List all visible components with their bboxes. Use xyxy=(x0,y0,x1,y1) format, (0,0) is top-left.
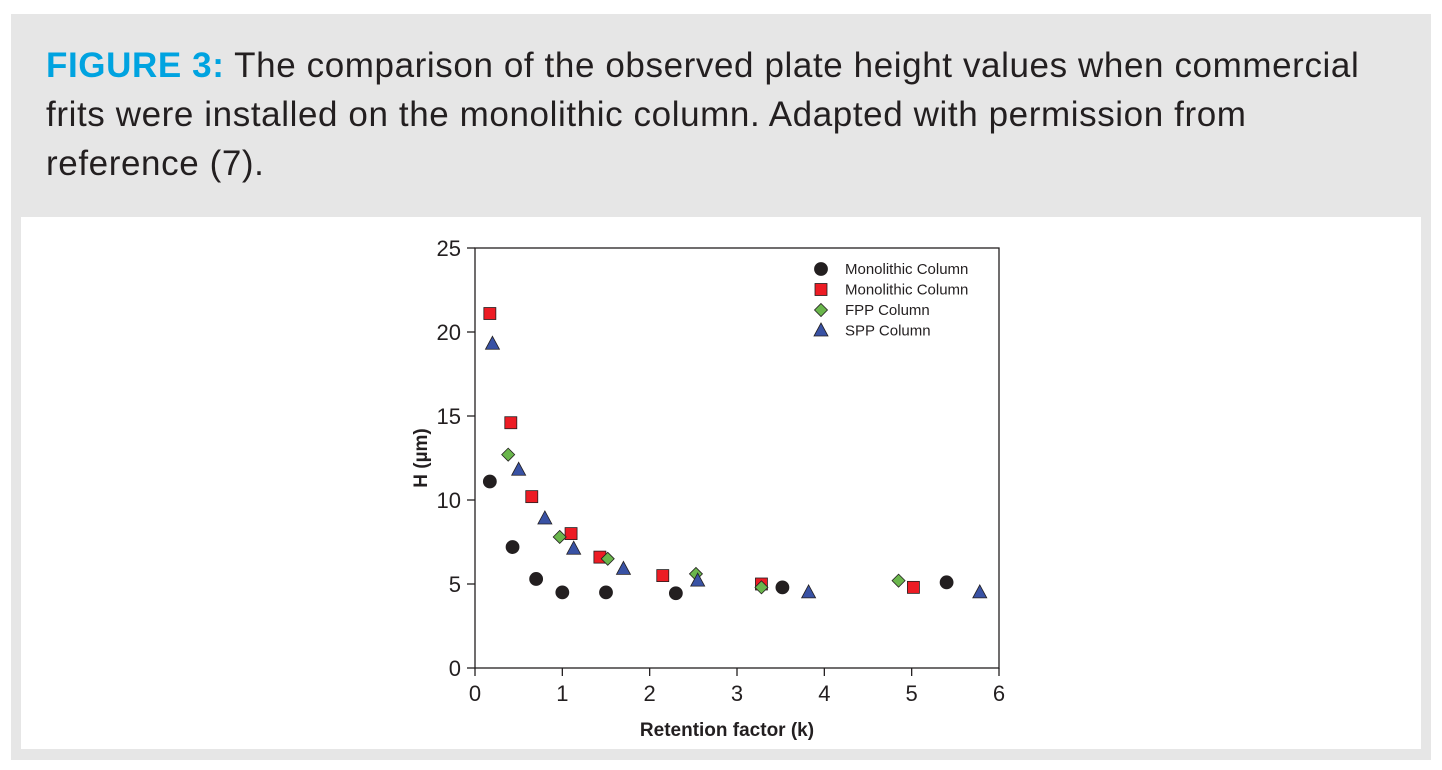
data-point-circle xyxy=(775,580,790,595)
y-tick-label: 25 xyxy=(437,236,461,261)
data-point-triangle xyxy=(690,572,706,587)
data-point-circle xyxy=(505,540,520,554)
y-tick-label: 5 xyxy=(449,572,461,597)
legend-label: FPP Column xyxy=(845,302,930,319)
data-point-square xyxy=(907,580,920,594)
data-point-square xyxy=(483,307,497,320)
x-tick-label: 1 xyxy=(556,681,568,706)
data-point-diamond xyxy=(754,580,769,595)
data-point-diamond xyxy=(501,447,516,462)
y-tick-label: 10 xyxy=(437,488,461,513)
data-point-circle xyxy=(939,575,954,590)
data-point-diamond xyxy=(552,529,567,545)
data-point-square xyxy=(564,527,578,541)
figure-caption: FIGURE 3: The comparison of the observed… xyxy=(46,41,1386,188)
data-points xyxy=(482,307,988,601)
data-point-square xyxy=(656,569,670,583)
data-point-circle xyxy=(599,585,613,600)
legend-label: SPP Column xyxy=(845,323,931,340)
data-point-circle xyxy=(668,586,683,601)
figure-label: FIGURE 3: xyxy=(46,46,225,85)
y-tick-label: 20 xyxy=(437,320,461,345)
data-point-triangle xyxy=(566,540,582,555)
legend-label: Monolithic Column xyxy=(845,261,968,278)
legend-marker-triangle xyxy=(813,322,829,337)
data-point-circle xyxy=(555,585,570,600)
y-axis-title: H (µm) xyxy=(411,428,432,488)
data-point-square xyxy=(504,416,518,430)
x-tick-label: 4 xyxy=(818,681,830,706)
legend-label: Monolithic Column xyxy=(845,282,968,299)
data-point-square xyxy=(525,490,539,504)
x-tick-label: 5 xyxy=(906,681,918,706)
x-tick-label: 6 xyxy=(993,681,1005,706)
data-point-triangle xyxy=(510,461,527,476)
data-point-triangle xyxy=(972,584,988,599)
x-tick-label: 2 xyxy=(644,681,656,706)
y-axis: 0 5 10 15 20 25 xyxy=(437,236,475,681)
caption-text: The comparison of the observed plate hei… xyxy=(46,46,1360,183)
data-point-circle xyxy=(482,474,497,489)
legend: Monolithic Column Monolithic Column FPP Co… xyxy=(813,261,968,340)
y-tick-label: 0 xyxy=(449,656,461,681)
data-point-triangle xyxy=(484,335,501,350)
x-axis-title: Retention factor (k) xyxy=(640,720,814,741)
x-tick-label: 0 xyxy=(469,681,481,706)
legend-marker-square xyxy=(814,283,828,296)
legend-marker-diamond xyxy=(813,302,829,318)
x-tick-label: 3 xyxy=(731,681,743,706)
x-axis: 0 1 2 3 4 5 6 xyxy=(469,668,1005,706)
data-point-diamond xyxy=(600,551,615,566)
y-tick-label: 15 xyxy=(437,404,461,429)
data-point-triangle xyxy=(537,510,553,525)
data-point-circle xyxy=(529,572,544,586)
figure-frame: FIGURE 3: The comparison of the observed… xyxy=(11,14,1431,760)
data-point-triangle xyxy=(800,584,817,599)
data-point-triangle xyxy=(615,560,632,575)
data-point-diamond xyxy=(891,573,906,588)
legend-marker-circle xyxy=(814,262,828,276)
